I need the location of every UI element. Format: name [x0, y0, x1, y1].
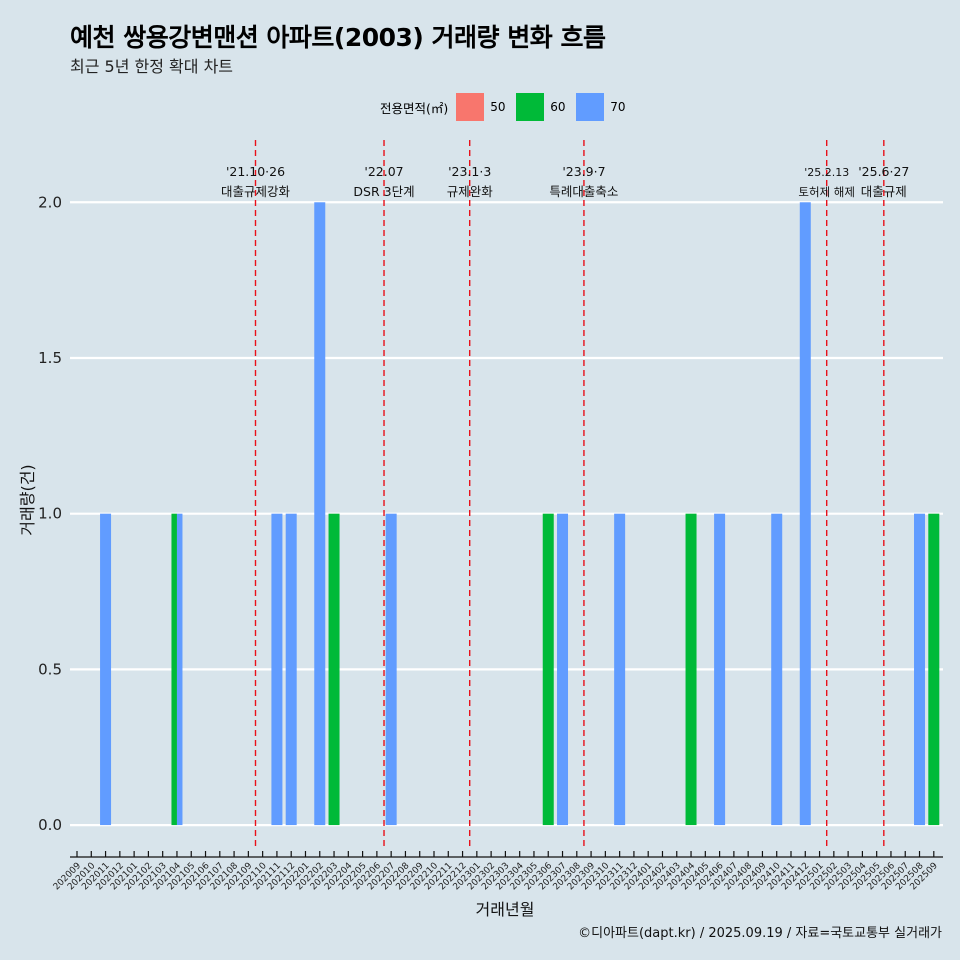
y-tick-label: 1.0	[38, 505, 62, 523]
bar-60-202203	[328, 513, 340, 826]
event-name-label: 규제완화	[447, 184, 494, 199]
legend-item-60: 60	[516, 93, 572, 121]
bar-70-202104	[176, 513, 183, 826]
y-tick-label: 0.5	[38, 660, 62, 678]
event-date-label: '25.2.13	[804, 166, 849, 179]
legend-key-60	[516, 93, 545, 121]
bar-70-202111	[271, 513, 283, 826]
bar-70-202412	[799, 202, 811, 826]
event-date-label: '23.1·3	[448, 164, 491, 179]
legend-item-50: 50	[456, 93, 512, 121]
legend: 전용면적(㎡) 50 60 70	[380, 93, 636, 121]
event-name-label: DSR 3단계	[353, 184, 414, 199]
bar-70-202311	[614, 513, 626, 826]
event-name-label: 대출규제강화	[221, 184, 291, 199]
bar-70-202406	[714, 513, 726, 826]
bar-70-202202	[314, 202, 326, 826]
y-axis-title: 거래량(건)	[18, 464, 37, 535]
legend-label-70: 70	[610, 100, 626, 114]
y-tick-label: 0.0	[38, 816, 62, 834]
event-date-label: '23.9·7	[562, 164, 605, 179]
bar-70-202207	[385, 513, 397, 826]
source-caption: ©디아파트(dapt.kr) / 2025.09.19 / 자료=국토교통부 실…	[578, 926, 942, 941]
bar-70-202112	[285, 513, 297, 826]
y-tick-label: 2.0	[38, 193, 62, 211]
legend-label-50: 50	[490, 100, 506, 114]
bar-60-202404	[685, 513, 697, 826]
chart-title: 예천 쌍용강변맨션 아파트(2003) 거래량 변화 흐름	[70, 23, 606, 52]
bar-60-202104	[171, 513, 177, 826]
bar-60-202509	[928, 513, 940, 826]
bar-70-202410	[771, 513, 783, 826]
y-tick-label: 1.5	[38, 349, 62, 367]
event-name-label: 대출규제	[861, 184, 907, 199]
event-date-label: '22.07	[364, 164, 403, 179]
event-name-label: 토허제 해제	[798, 185, 855, 199]
event-date-label: '25.6·27	[858, 164, 909, 179]
legend-key-50	[456, 93, 485, 121]
bar-70-202508	[914, 513, 926, 826]
legend-title: 전용면적(㎡)	[380, 100, 449, 116]
bar-60-202306	[542, 513, 554, 826]
legend-key-70	[576, 93, 605, 121]
legend-item-70: 70	[576, 93, 632, 121]
event-date-label: '21.10·26	[226, 164, 285, 179]
legend-label-60: 60	[550, 100, 566, 114]
event-name-label: 특례대출축소	[549, 184, 618, 199]
bar-70-202307	[557, 513, 569, 826]
chart-subtitle: 최근 5년 한정 확대 차트	[70, 57, 234, 76]
bar-70-202011	[100, 513, 112, 826]
x-axis-title: 거래년월	[476, 900, 535, 919]
